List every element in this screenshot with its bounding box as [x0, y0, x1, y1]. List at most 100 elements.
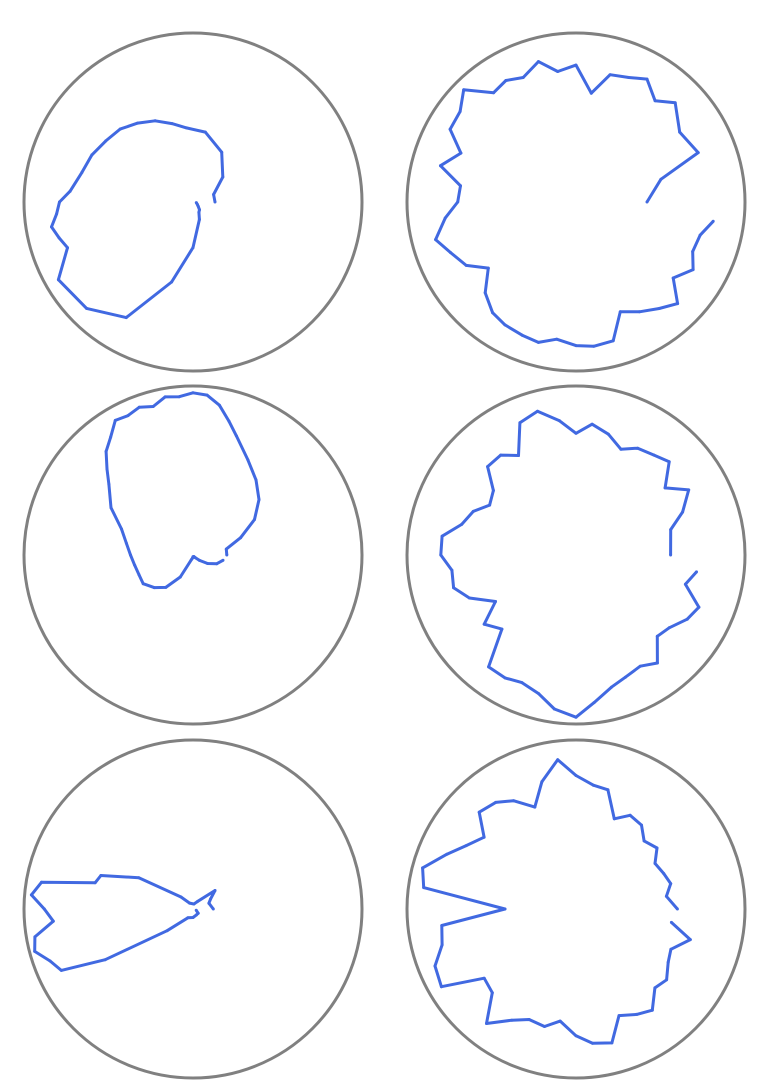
data-point [136, 121, 140, 125]
data-point [520, 681, 524, 685]
data-point [471, 509, 475, 513]
data-point [440, 534, 444, 538]
data-point [676, 302, 680, 306]
data-point [456, 200, 460, 204]
data-point [533, 805, 537, 809]
data-point [510, 1018, 514, 1022]
data-point [669, 882, 673, 886]
data-point [608, 73, 612, 77]
data-point [141, 582, 145, 586]
data-point [669, 553, 673, 557]
data-point [590, 422, 594, 426]
data-point [574, 63, 578, 67]
data-point [462, 88, 466, 92]
data-point [696, 151, 700, 155]
data-point [698, 233, 702, 237]
data-point [617, 1014, 621, 1018]
data-point [433, 964, 437, 968]
data-point [124, 541, 128, 545]
data-point [645, 77, 649, 81]
data-point [645, 200, 649, 204]
data-point [33, 949, 37, 953]
data-point [104, 139, 108, 143]
data-point [213, 200, 217, 204]
data-point [537, 692, 541, 696]
data-point [653, 861, 657, 865]
data-point [105, 467, 109, 471]
data-point [667, 626, 671, 630]
data-point [491, 311, 495, 315]
data-point [103, 958, 107, 962]
polar-frame-circle [405, 384, 747, 726]
polar-frame-circle [405, 31, 747, 373]
data-point [51, 919, 55, 923]
data-point [543, 1025, 546, 1028]
data-point [205, 393, 209, 397]
data-point [137, 405, 141, 409]
data-point [640, 823, 643, 827]
data-point [191, 391, 195, 395]
data-point [485, 1022, 488, 1025]
data-point [124, 316, 128, 320]
data-point [458, 110, 462, 113]
data-point [659, 177, 663, 181]
data-point [178, 575, 182, 579]
data-point [59, 968, 63, 972]
data-point [57, 236, 61, 240]
data-point [126, 414, 130, 418]
data-point [663, 486, 667, 490]
data-point [685, 617, 689, 621]
data-point [591, 1041, 594, 1045]
data-point [90, 153, 94, 157]
data-point [164, 585, 168, 589]
data-point [611, 339, 615, 343]
data-point [574, 715, 578, 719]
data-point [691, 250, 695, 253]
data-point [239, 536, 243, 540]
data-point [191, 246, 195, 250]
data-point [536, 409, 539, 413]
data-point [109, 506, 113, 510]
data-point [439, 985, 443, 989]
data-point [459, 151, 463, 155]
data-point [109, 435, 113, 439]
data-point [207, 901, 211, 905]
data-point [449, 251, 453, 255]
data-point [206, 562, 210, 565]
data-point [483, 291, 487, 295]
data-point [490, 991, 494, 995]
data-point [697, 605, 701, 609]
data-point [129, 553, 132, 557]
data-point [681, 510, 685, 514]
data-point [55, 212, 59, 216]
series-line [104, 391, 261, 590]
data-point [536, 340, 540, 344]
polar-frame-circle [22, 31, 364, 373]
data-point [93, 881, 97, 885]
data-point [536, 60, 540, 64]
data-point [217, 403, 221, 407]
data-point [606, 432, 610, 436]
data-point [688, 938, 692, 942]
data-point [687, 488, 691, 492]
data-point [512, 799, 515, 803]
data-point [257, 498, 261, 502]
data-point [492, 91, 496, 95]
data-point [459, 184, 462, 188]
data-point [452, 586, 456, 590]
data-point [491, 489, 495, 492]
polar-frame-circle [405, 738, 747, 1080]
data-point [56, 278, 60, 282]
data-point [711, 219, 715, 223]
data-point [482, 835, 486, 839]
data-point [612, 817, 616, 821]
data-point [517, 454, 520, 457]
data-point [137, 876, 141, 880]
data-point [450, 568, 454, 572]
data-point [197, 218, 201, 221]
series-line [434, 60, 715, 348]
data-point [482, 622, 486, 626]
data-point [198, 558, 201, 562]
data-point [540, 780, 544, 784]
data-point [691, 268, 695, 272]
